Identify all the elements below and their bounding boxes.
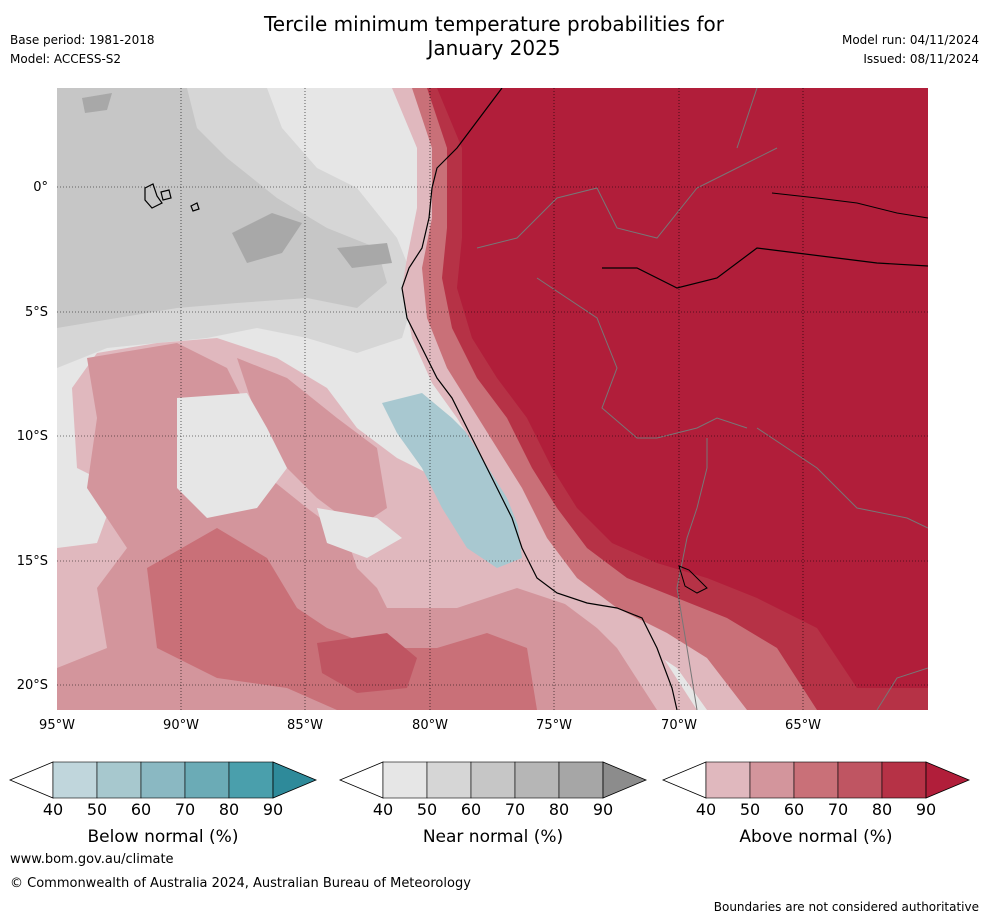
lon-label-80w: 80°W	[412, 718, 448, 733]
lat-label-15s: 15°S	[16, 554, 48, 569]
river	[602, 247, 928, 289]
border	[476, 147, 778, 249]
colorbar-below-bin-5	[228, 761, 274, 799]
colorbar-near-tick: 60	[460, 800, 482, 819]
disclaimer-text: Boundaries are not considered authoritat…	[713, 900, 979, 914]
colorbar-below-bin-2	[96, 761, 142, 799]
colorbar-above-tick: 70	[827, 800, 849, 819]
near-normal-dark-patch	[337, 243, 392, 268]
above-60-zone	[147, 528, 537, 710]
colorbar-near-tick: 50	[416, 800, 438, 819]
border	[536, 277, 748, 439]
colorbar-near-tick: 70	[504, 800, 526, 819]
colorbar-below-tick: 60	[130, 800, 152, 819]
colorbar-above-tick: 60	[783, 800, 805, 819]
website-link[interactable]: www.bom.gov.au/climate	[10, 852, 174, 867]
colorbar-below-max-arrow	[272, 761, 318, 799]
colorbar-below-tick: 90	[262, 800, 284, 819]
lat-label-5s: 5°S	[24, 305, 48, 320]
colorbar-above	[661, 761, 971, 799]
colorbar-near-tick: 90	[592, 800, 614, 819]
colorbar-above-tick: 50	[739, 800, 761, 819]
colorbar-near-title: Near normal (%)	[422, 827, 564, 847]
lon-label-90w: 90°W	[163, 718, 199, 733]
colorbar-near	[338, 761, 648, 799]
colorbar-above-bin-2	[749, 761, 795, 799]
colorbar-near-tick: 40	[372, 800, 394, 819]
colorbar-below-tick: 50	[86, 800, 108, 819]
above-50-zone	[237, 358, 387, 528]
river	[771, 192, 928, 219]
base-period-text: Base period: 1981-2018	[10, 33, 155, 47]
colorbar-above-bin-4	[837, 761, 883, 799]
title-line-2: January 2025	[427, 36, 561, 60]
colorbar-near-bin-2	[426, 761, 472, 799]
colorbar-near-bin-5	[558, 761, 604, 799]
issued-text: Issued: 08/11/2024	[863, 52, 979, 66]
lon-label-75w: 75°W	[536, 718, 572, 733]
colorbar-near-bin-3	[470, 761, 516, 799]
model-run-text: Model run: 04/11/2024	[841, 33, 979, 47]
colorbar-above-bin-3	[793, 761, 839, 799]
galapagos-island	[144, 183, 163, 209]
colorbar-above-bin-1	[705, 761, 751, 799]
near-normal-inner	[177, 393, 287, 518]
lon-label-70w: 70°W	[661, 718, 697, 733]
above-60-zone	[317, 633, 417, 693]
border	[756, 427, 928, 529]
colorbar-above-tick: 80	[871, 800, 893, 819]
border	[876, 667, 928, 710]
near-normal-dark-patch	[82, 93, 112, 113]
copyright-text: © Commonwealth of Australia 2024, Austra…	[10, 876, 471, 891]
lon-label-95w: 95°W	[39, 718, 75, 733]
colorbar-above-tick: 90	[915, 800, 937, 819]
lon-label-85w: 85°W	[287, 718, 323, 733]
colorbar-near-max-arrow	[602, 761, 648, 799]
lat-label-20s: 20°S	[16, 678, 48, 693]
lon-label-65w: 65°W	[785, 718, 821, 733]
colorbar-below-bin-4	[184, 761, 230, 799]
colorbar-below-min-arrow	[8, 761, 54, 799]
colorbar-above-min-arrow	[661, 761, 707, 799]
colorbar-below	[8, 761, 318, 799]
galapagos-island	[160, 189, 172, 201]
probability-map	[57, 88, 928, 710]
near-normal-mid-zone	[57, 88, 387, 328]
colorbar-above-bin-5	[881, 761, 927, 799]
lat-label-10s: 10°S	[16, 429, 48, 444]
colorbar-below-tick: 40	[42, 800, 64, 819]
colorbar-below-bin-1	[52, 761, 98, 799]
border	[676, 438, 708, 710]
near-normal-inner	[317, 508, 402, 558]
lat-label-0: 0°	[33, 180, 48, 195]
below-normal-zone	[382, 393, 522, 568]
colorbar-above-title: Above normal (%)	[739, 827, 893, 847]
map-title: Tercile minimum temperature probabilitie…	[194, 12, 794, 60]
galapagos-island	[190, 202, 200, 212]
colorbar-below-tick: 80	[218, 800, 240, 819]
coastline	[401, 88, 678, 710]
lake-titicaca	[678, 565, 708, 594]
colorbar-below-bin-3	[140, 761, 186, 799]
colorbar-below-title: Below normal (%)	[87, 827, 239, 847]
colorbar-above-tick: 40	[695, 800, 717, 819]
colorbar-near-tick: 80	[548, 800, 570, 819]
colorbar-below-tick: 70	[174, 800, 196, 819]
near-normal-dark-patch	[232, 213, 302, 263]
model-text: Model: ACCESS-S2	[10, 52, 122, 66]
border	[736, 88, 758, 149]
title-line-1: Tercile minimum temperature probabilitie…	[263, 12, 725, 36]
land-above-90	[437, 88, 928, 688]
colorbar-near-min-arrow	[338, 761, 384, 799]
colorbar-near-bin-4	[514, 761, 560, 799]
colorbar-near-bin-1	[382, 761, 428, 799]
colorbar-above-max-arrow	[925, 761, 971, 799]
